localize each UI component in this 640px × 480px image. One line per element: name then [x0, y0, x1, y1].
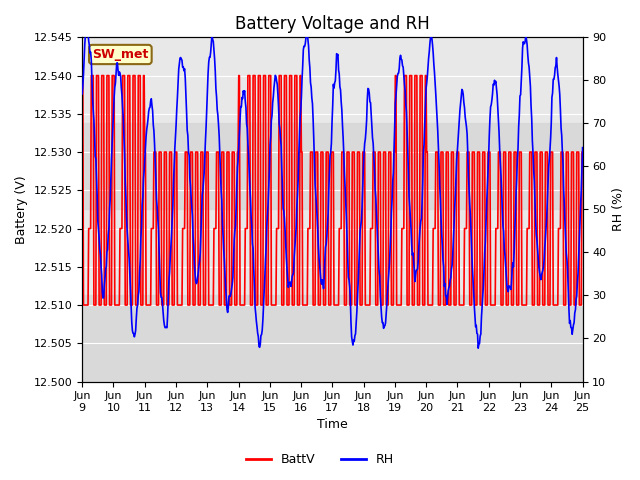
Y-axis label: Battery (V): Battery (V) [15, 175, 28, 244]
X-axis label: Time: Time [317, 419, 348, 432]
Bar [82, 296, 582, 382]
Text: SW_met: SW_met [92, 48, 148, 61]
Legend: BattV, RH: BattV, RH [241, 448, 399, 471]
Bar [82, 123, 582, 209]
Y-axis label: RH (%): RH (%) [612, 188, 625, 231]
Title: Battery Voltage and RH: Battery Voltage and RH [235, 15, 429, 33]
